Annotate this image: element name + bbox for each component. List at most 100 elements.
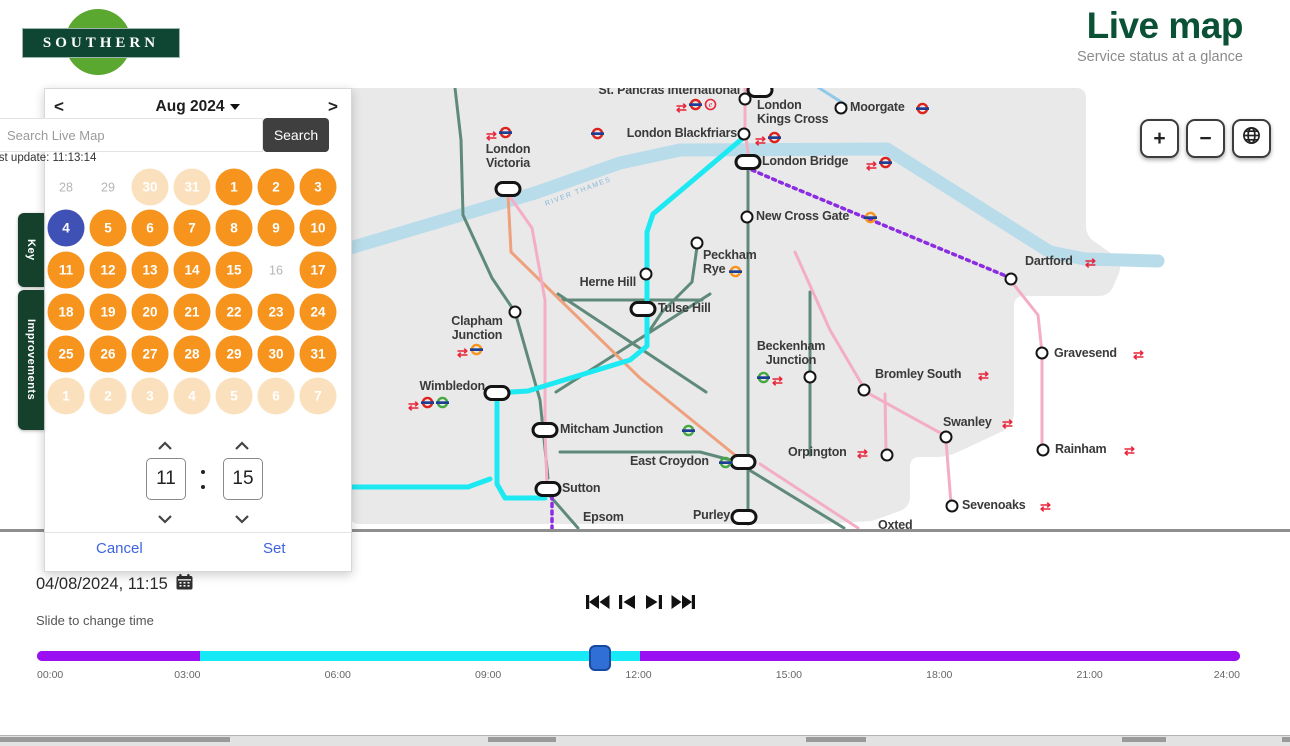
purley-marker[interactable] <box>730 509 758 525</box>
minute-up-button[interactable] <box>234 437 250 450</box>
step-forward-button[interactable] <box>645 594 662 610</box>
calendar-day-3[interactable]: 3 <box>131 377 169 415</box>
calendar-day-8[interactable]: 8 <box>215 209 253 247</box>
mitcham-junction-marker[interactable] <box>531 422 559 438</box>
orpington-marker[interactable] <box>880 448 894 462</box>
calendar-day-2[interactable]: 2 <box>89 377 127 415</box>
calendar-icon[interactable] <box>176 574 193 595</box>
clapham-junction-marker[interactable] <box>508 305 522 319</box>
search-button[interactable]: Search <box>263 118 329 152</box>
calendar-day-11[interactable]: 11 <box>47 251 85 289</box>
calendar-day-6[interactable]: 6 <box>257 377 295 415</box>
london-victoria-marker[interactable] <box>494 181 522 197</box>
underground-roundel-icon <box>420 396 434 414</box>
calendar-day-21[interactable]: 21 <box>173 293 211 331</box>
london-blackfriars-marker[interactable] <box>737 127 751 141</box>
calendar-day-18[interactable]: 18 <box>47 293 85 331</box>
next-month-button[interactable]: > <box>328 97 338 116</box>
national-rail-icon: ⇄ <box>676 99 687 115</box>
calendar-day-31[interactable]: 31 <box>173 168 211 206</box>
calendar-day-26[interactable]: 26 <box>89 335 127 373</box>
datetime-display[interactable]: 04/08/2024, 11:15 <box>36 574 193 595</box>
sevenoaks-marker[interactable] <box>945 499 959 513</box>
calendar-day-4[interactable]: 4 <box>173 377 211 415</box>
herne-hill-marker[interactable] <box>639 267 653 281</box>
previous-month-button[interactable]: < <box>54 97 64 116</box>
calendar-day-29[interactable]: 29 <box>215 335 253 373</box>
overground-roundel-icon <box>864 211 877 229</box>
time-slider-track[interactable] <box>37 651 1240 661</box>
calendar-day-6[interactable]: 6 <box>131 209 169 247</box>
globe-button[interactable] <box>1232 119 1271 158</box>
london-bridge-marker[interactable] <box>734 154 762 170</box>
swanley-marker[interactable] <box>939 430 953 444</box>
cancel-button[interactable]: Cancel <box>96 540 143 557</box>
calendar-day-22[interactable]: 22 <box>215 293 253 331</box>
calendar-day-4[interactable]: 4 <box>47 209 85 247</box>
east-croydon-marker[interactable] <box>729 454 757 470</box>
hour-up-button[interactable] <box>157 437 173 450</box>
calendar-day-1[interactable]: 1 <box>215 168 253 206</box>
calendar-day-5[interactable]: 5 <box>215 377 253 415</box>
new-cross-gate-marker[interactable] <box>740 210 754 224</box>
beckenham-junction-marker[interactable] <box>803 370 817 384</box>
month-dropdown[interactable]: Aug 2024 <box>45 98 351 116</box>
zoom-out-button[interactable]: − <box>1186 119 1225 158</box>
rainham-marker[interactable] <box>1036 443 1050 457</box>
sutton-marker[interactable] <box>534 481 562 497</box>
calendar-day-27[interactable]: 27 <box>131 335 169 373</box>
datetime-value: 04/08/2024, 11:15 <box>36 575 168 593</box>
skip-to-end-button[interactable] <box>671 594 695 610</box>
improvements-tab[interactable]: Improvements <box>18 290 44 430</box>
calendar-day-31[interactable]: 31 <box>299 335 337 373</box>
calendar-day-13[interactable]: 13 <box>131 251 169 289</box>
hour-field[interactable]: 11 <box>146 458 186 500</box>
calendar-day-19[interactable]: 19 <box>89 293 127 331</box>
tulse-hill-marker[interactable] <box>629 301 657 317</box>
strip-segment-0 <box>0 737 230 742</box>
minute-down-button[interactable] <box>234 511 250 524</box>
moorgate-label: Moorgate <box>850 100 905 114</box>
calendar-day-28[interactable]: 28 <box>173 335 211 373</box>
calendar-day-3[interactable]: 3 <box>299 168 337 206</box>
live-map-canvas[interactable]: RIVER THAMES St. Pancras International ⇄ e… <box>0 88 1290 532</box>
calendar-day-15[interactable]: 15 <box>215 251 253 289</box>
zoom-in-button[interactable]: + <box>1140 119 1179 158</box>
bromley-south-marker[interactable] <box>857 383 871 397</box>
calendar-day-24[interactable]: 24 <box>299 293 337 331</box>
calendar-day-2[interactable]: 2 <box>257 168 295 206</box>
calendar-day-12[interactable]: 12 <box>89 251 127 289</box>
calendar-day-30[interactable]: 30 <box>257 335 295 373</box>
calendar-day-20[interactable]: 20 <box>131 293 169 331</box>
step-back-button[interactable] <box>619 594 636 610</box>
search-input[interactable] <box>0 118 263 152</box>
sevenoaks-icons: ⇄ <box>1040 500 1051 513</box>
calendar-day-23[interactable]: 23 <box>257 293 295 331</box>
calendar-day-25[interactable]: 25 <box>47 335 85 373</box>
gravesend-marker[interactable] <box>1035 346 1049 360</box>
line-teal-cross-2 <box>556 292 708 394</box>
hour-down-button[interactable] <box>157 511 173 524</box>
calendar-day-14[interactable]: 14 <box>173 251 211 289</box>
strip-segment-3 <box>1122 737 1166 742</box>
calendar-day-1[interactable]: 1 <box>47 377 85 415</box>
minute-field[interactable]: 15 <box>223 458 263 500</box>
calendar-day-30[interactable]: 30 <box>131 168 169 206</box>
calendar-day-7[interactable]: 7 <box>299 377 337 415</box>
dartford-marker[interactable] <box>1004 272 1018 286</box>
moorgate-marker[interactable] <box>834 101 848 115</box>
time-slider-handle[interactable] <box>589 645 611 671</box>
southern-logo[interactable]: SOUTHERN <box>22 28 180 58</box>
calendar-day-17[interactable]: 17 <box>299 251 337 289</box>
peckham-rye-marker[interactable] <box>690 236 704 250</box>
key-tab[interactable]: Key <box>18 213 44 287</box>
wimbledon-marker[interactable] <box>483 385 511 401</box>
calendar-day-9[interactable]: 9 <box>257 209 295 247</box>
set-button[interactable]: Set <box>263 540 286 557</box>
calendar-day-10[interactable]: 10 <box>299 209 337 247</box>
calendar-day-5[interactable]: 5 <box>89 209 127 247</box>
calendar-day-7[interactable]: 7 <box>173 209 211 247</box>
skip-to-start-button[interactable] <box>586 594 610 610</box>
st-pancras-international-marker[interactable] <box>746 88 774 98</box>
national-rail-icon: ⇄ <box>978 368 989 383</box>
